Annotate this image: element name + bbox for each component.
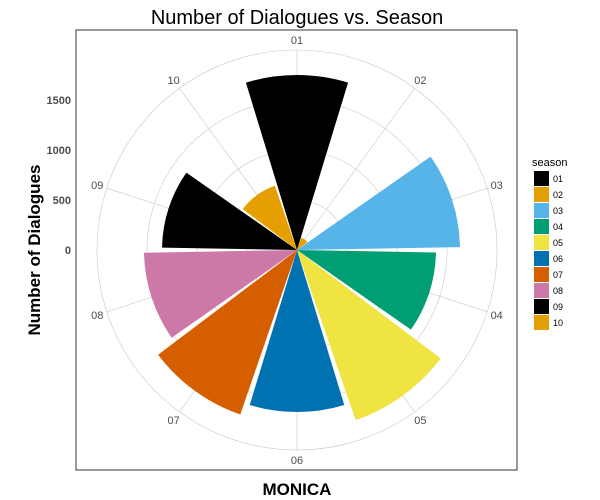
legend-label-05: 05 xyxy=(553,238,563,248)
radial-tick-500: 500 xyxy=(53,195,71,207)
legend-key-05 xyxy=(534,235,549,250)
radial-tick-1500: 1500 xyxy=(47,95,71,107)
season-label-04: 04 xyxy=(491,310,503,322)
bar-season-07 xyxy=(158,250,297,415)
season-label-10: 10 xyxy=(167,75,179,87)
legend-key-03 xyxy=(534,203,549,218)
season-label-06: 06 xyxy=(291,455,303,467)
bar-season-06 xyxy=(249,250,345,413)
bar-season-03 xyxy=(297,156,460,250)
bars xyxy=(144,75,460,421)
season-label-05: 05 xyxy=(414,415,426,427)
grid-spoke-02 xyxy=(296,88,415,251)
bar-season-01 xyxy=(245,75,349,250)
legend-key-07 xyxy=(534,267,549,282)
legend-label-08: 08 xyxy=(553,286,563,296)
legend-key-01 xyxy=(534,171,549,186)
season-label-02: 02 xyxy=(414,75,426,87)
season-label-01: 01 xyxy=(291,35,303,47)
bar-season-10 xyxy=(242,185,297,250)
legend-label-07: 07 xyxy=(553,270,563,280)
legend-label-10: 10 xyxy=(553,318,563,328)
legend-title: season xyxy=(532,157,567,169)
season-label-03: 03 xyxy=(491,180,503,192)
y-axis-title: Number of Dialogues xyxy=(25,165,44,336)
x-axis-title: MONICA xyxy=(263,480,332,499)
legend: season 01 02 03 04 05 06 07 08 09 10 xyxy=(532,157,567,330)
legend-key-02 xyxy=(534,187,549,202)
panel-border xyxy=(75,29,518,471)
season-label-08: 08 xyxy=(91,310,103,322)
bar-season-04 xyxy=(297,250,436,330)
legend-key-08 xyxy=(534,283,549,298)
season-labels: 01 02 03 04 05 06 07 08 09 10 xyxy=(91,35,503,467)
legend-label-03: 03 xyxy=(553,206,563,216)
legend-key-09 xyxy=(534,299,549,314)
legend-label-06: 06 xyxy=(553,254,563,264)
legend-label-02: 02 xyxy=(553,190,563,200)
radial-tick-0: 0 xyxy=(65,245,71,257)
bar-season-02 xyxy=(297,237,308,250)
chart-title: Number of Dialogues vs. Season xyxy=(151,7,443,29)
legend-key-04 xyxy=(534,219,549,234)
bar-season-09 xyxy=(162,172,297,250)
radial-tick-labels: 0 500 1000 1500 xyxy=(47,95,71,257)
bar-season-05 xyxy=(297,250,441,421)
season-label-09: 09 xyxy=(91,180,103,192)
bar-season-08 xyxy=(144,250,297,338)
season-label-07: 07 xyxy=(167,415,179,427)
legend-key-10 xyxy=(534,315,549,330)
legend-label-01: 01 xyxy=(553,174,563,184)
legend-label-09: 09 xyxy=(553,302,563,312)
legend-label-04: 04 xyxy=(553,222,563,232)
radial-tick-1000: 1000 xyxy=(47,145,71,157)
legend-key-06 xyxy=(534,251,549,266)
